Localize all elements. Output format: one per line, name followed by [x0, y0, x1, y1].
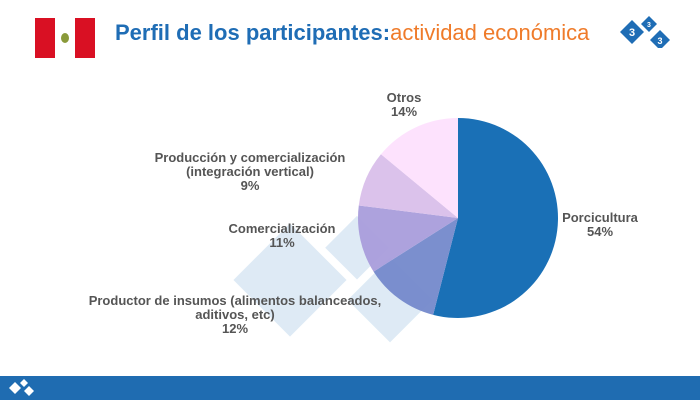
data-label-pct: 54% [587, 224, 613, 239]
watermark-logo [233, 215, 433, 343]
data-label: Otros [387, 90, 422, 105]
data-label: (integración vertical) [186, 164, 314, 179]
data-label-pct: 12% [222, 321, 248, 336]
peru-flag [35, 18, 95, 58]
data-label: aditivos, etc) [195, 307, 274, 322]
svg-text:3: 3 [657, 36, 662, 46]
data-label: Producción y comercialización [155, 150, 346, 165]
pie-slice-0 [433, 118, 558, 318]
data-label: Comercialización [229, 221, 336, 236]
pie-slice-1 [373, 218, 458, 315]
data-label-pct: 11% [269, 235, 295, 250]
data-label-pct: 9% [241, 178, 260, 193]
svg-text:3: 3 [647, 22, 651, 29]
title-subtitle: actividad económica [390, 20, 590, 45]
pie-slice-4 [380, 118, 458, 218]
333-logo-icon: 3 3 3 [620, 16, 670, 48]
data-label: Productor de insumos (alimentos balancea… [89, 293, 382, 308]
page-title: Perfil de los participantes:actividad ec… [115, 20, 589, 46]
coat-of-arms-icon [61, 33, 69, 43]
data-label-pct: 14% [391, 104, 417, 119]
title-main: Perfil de los participantes: [115, 20, 391, 45]
data-label: Porcicultura [562, 210, 639, 225]
pie-slice-3 [358, 154, 458, 218]
footer-logo-icon [9, 379, 34, 396]
footer-bar [0, 376, 700, 400]
pie-slice-2 [358, 205, 458, 272]
svg-text:3: 3 [629, 27, 635, 39]
